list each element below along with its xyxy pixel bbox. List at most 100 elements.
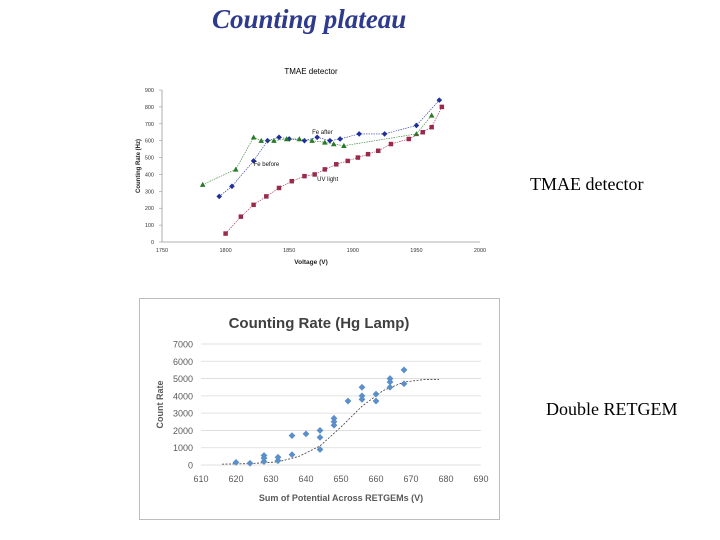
chart1-point <box>302 173 307 179</box>
chart1-annotation: Fe after <box>312 130 333 136</box>
chart2-point <box>400 366 408 374</box>
chart2-point <box>330 414 338 422</box>
chart2-point <box>288 432 296 440</box>
chart2-title: Counting Rate (Hg Lamp) <box>229 315 410 332</box>
chart2-point <box>372 390 380 398</box>
chart2-point <box>316 433 324 441</box>
chart1-point <box>283 136 290 142</box>
chart1-point <box>232 166 239 172</box>
chart1-point <box>334 162 339 167</box>
chart2-x-tick-label: 650 <box>333 474 348 484</box>
chart1-point <box>216 193 223 200</box>
chart2-point <box>232 459 240 466</box>
chart2-point <box>246 459 254 467</box>
chart1-y-tick-label: 200 <box>145 206 154 212</box>
chart1-x-label: Voltage (V) <box>294 259 327 266</box>
chart1-point <box>345 158 350 164</box>
chart1-point <box>309 137 315 143</box>
chart1-point <box>365 151 371 157</box>
chart2-y-tick-label: 7000 <box>173 340 193 350</box>
chart2-x-tick-label: 690 <box>473 474 488 484</box>
chart1-y-tick-label: 600 <box>145 139 154 145</box>
chart1-point <box>296 136 303 142</box>
chart2-point <box>274 453 282 461</box>
chart1-x-tick-label: 1850 <box>283 248 295 254</box>
chart1-annotation: Fe before <box>254 162 280 168</box>
chart1-x-tick-label: 1950 <box>410 248 422 254</box>
chart2-point <box>400 380 408 388</box>
chart1-y-tick-label: 500 <box>145 156 154 162</box>
chart1-x-tick-label: 2000 <box>474 248 486 254</box>
chart1-point <box>406 136 412 142</box>
chart1-point <box>413 131 420 137</box>
chart1-point <box>337 136 343 142</box>
chart2-y-tick-label: 5000 <box>173 374 193 384</box>
chart1-point <box>199 181 206 187</box>
chart1-point <box>322 167 328 172</box>
chart1-point <box>250 134 257 140</box>
chart1-point <box>251 202 256 208</box>
chart1-y-label: Counting Rate (Hz) <box>136 139 142 193</box>
chart1-title: TMAE detector <box>284 67 338 76</box>
chart1-point <box>223 231 228 236</box>
chart1-point <box>330 141 337 147</box>
chart2-x-tick-label: 680 <box>438 474 453 484</box>
chart2-point <box>260 452 268 459</box>
chart2-y-tick-label: 6000 <box>173 357 193 367</box>
chart2-y-tick-label: 3000 <box>173 409 193 419</box>
chart1-point <box>420 129 425 135</box>
chart2-point <box>358 395 366 403</box>
chart1-point <box>327 137 333 144</box>
chart1-y-tick-label: 400 <box>145 172 154 178</box>
chart2-x-label: Sum of Potential Across RETGEMs (V) <box>259 493 423 503</box>
chart1-point <box>341 142 347 148</box>
chart2-x-tick-label: 630 <box>263 474 278 484</box>
chart1-point <box>312 172 317 177</box>
chart1-y-tick-label: 300 <box>145 189 154 195</box>
hg-lamp-chart: Counting Rate (Hg Lamp) 0 1000 2000 3000 4000… <box>139 298 500 520</box>
double-retgem-label: Double RETGEM <box>546 399 678 419</box>
chart1-x-tick-label: 1750 <box>156 248 168 254</box>
chart1-point <box>381 131 388 137</box>
slide-title: Counting plateau <box>212 4 407 34</box>
chart1-point <box>428 112 435 118</box>
chart2-point <box>288 451 296 459</box>
chart2-x-tick-label: 640 <box>298 474 313 484</box>
chart1-point <box>439 104 445 110</box>
chart1-y-tick-label: 0 <box>151 240 154 246</box>
chart1-series-line <box>225 106 443 234</box>
chart1-point <box>289 178 294 184</box>
chart2-y-tick-label: 0 <box>188 461 193 471</box>
chart1-point <box>322 139 328 145</box>
chart1-point <box>436 97 443 103</box>
chart1-point <box>238 214 244 219</box>
chart1-y-tick-label: 100 <box>145 223 154 229</box>
chart1-x-tick-label: 1900 <box>347 248 359 254</box>
chart1-point <box>388 141 394 147</box>
chart2-x-tick-label: 610 <box>193 474 208 484</box>
chart2-point <box>316 427 324 434</box>
chart1-point <box>355 155 361 160</box>
chart2-frame <box>139 298 500 520</box>
chart1-point <box>356 131 362 137</box>
chart1-point <box>286 136 292 142</box>
chart2-point <box>274 457 282 465</box>
chart1-point <box>271 137 277 143</box>
chart1-x-tick-label: 1800 <box>219 248 231 254</box>
chart2-point <box>302 430 310 438</box>
chart1-point <box>429 124 434 130</box>
chart1-annotation: UV light <box>317 177 338 183</box>
chart2-y-label: Count Rate <box>155 381 165 429</box>
chart2-y-tick-label: 1000 <box>173 443 193 453</box>
chart1-point <box>258 137 265 143</box>
chart1-y-tick-label: 900 <box>145 88 154 94</box>
tmae-chart: TMAE detector 0 100 200 300 400 500 600 700 800 90… <box>136 67 486 266</box>
chart2-point <box>316 446 324 453</box>
chart2-y-tick-label: 2000 <box>173 426 193 436</box>
chart2-x-tick-label: 620 <box>228 474 243 484</box>
chart2-trendline <box>221 379 439 465</box>
chart2-x-tick-label: 660 <box>368 474 383 484</box>
chart1-point <box>276 134 282 141</box>
chart1-point <box>314 134 320 141</box>
chart1-y-tick-label: 800 <box>145 105 154 111</box>
